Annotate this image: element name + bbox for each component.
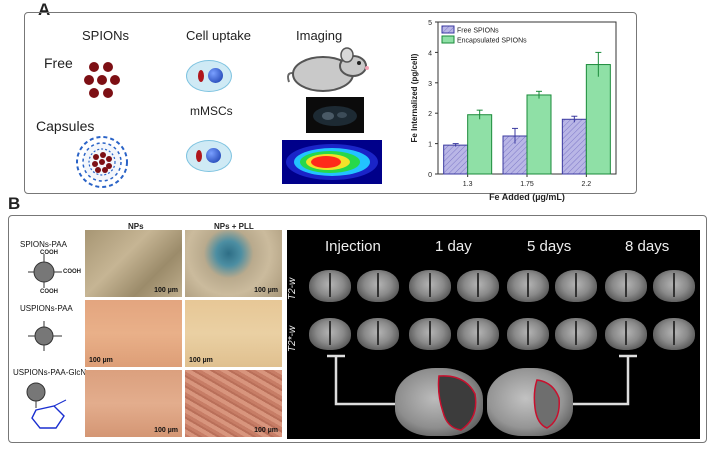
- glucosamine-structure-icon: [14, 380, 86, 438]
- mri-brain-zoom-injection: [395, 368, 483, 436]
- capsule-icon: [75, 135, 129, 189]
- legend-label-0: Free SPIONs: [457, 28, 499, 35]
- row-free-label: Free: [44, 55, 73, 71]
- mri-panel: Injection 1 day 5 days 8 days T2-w T2*-w: [287, 230, 700, 439]
- chem-structure-icon: [22, 252, 82, 298]
- mri-col-injection: Injection: [325, 238, 381, 255]
- mri-brain-t2star-5days-b: [555, 318, 597, 350]
- mri-brain-t2-injection-b: [357, 270, 399, 302]
- mri-brain-t2star-1day-a: [409, 318, 451, 350]
- scale-bar-label: 100 µm: [154, 427, 178, 434]
- mri-col-5-days: 5 days: [527, 238, 572, 255]
- micrograph-uspions-nps: 100 µm: [85, 300, 182, 367]
- cooh-label-top: COOH: [40, 250, 58, 256]
- scale-bar-label: 100 µm: [154, 287, 178, 294]
- material-label-uspions-paa-glcn: USPIONs-PAA-GlcN: [13, 368, 87, 377]
- micrograph-spions-nps: 100 µm: [85, 230, 182, 297]
- bar-free-1.3: [443, 144, 469, 175]
- cell-label: mMSCs: [190, 104, 233, 118]
- mri-brain-t2star-8days-b: [653, 318, 695, 350]
- mouse-icon: [283, 40, 375, 96]
- cell-capsule-icon: [186, 140, 232, 174]
- mri-brain-zoom-8days: [487, 368, 573, 436]
- micrograph-uspions-nps-pll: 100 µm: [185, 300, 282, 367]
- col-imaging-label: Imaging: [296, 28, 343, 43]
- mri-brain-t2-8days-a: [605, 270, 647, 302]
- mri-brain-t2-8days-b: [653, 270, 695, 302]
- scale-bar-label: 100 µm: [89, 357, 113, 364]
- mri-brain-t2-5days-b: [555, 270, 597, 302]
- mri-scan-image: [306, 97, 364, 133]
- x-tick-label: 2.2: [581, 181, 591, 188]
- col-nps-pll-label: NPs + PLL: [214, 222, 254, 231]
- panel-b-letter: B: [8, 194, 21, 213]
- row-capsules-label: Capsules: [36, 118, 95, 134]
- y-tick-label: 4: [428, 50, 432, 57]
- legend-swatch-0: [441, 25, 455, 34]
- mri-brain-t2star-8days-a: [605, 318, 647, 350]
- mri-brain-t2star-injection-a: [309, 318, 351, 350]
- free-spions-icon: [84, 62, 124, 100]
- bar-encapsulated-1.3: [467, 114, 493, 175]
- col-spions-label: SPIONs: [82, 28, 129, 43]
- zoom-connector-lines: [327, 354, 637, 406]
- scale-bar-label: 100 µm: [254, 427, 278, 434]
- legend-label-1: Encapsulated SPIONs: [457, 38, 527, 45]
- material-label-uspions-paa: USPIONs-PAA: [20, 304, 73, 313]
- scale-bar-label: 100 µm: [189, 357, 213, 364]
- legend-swatch-1: [441, 35, 455, 44]
- micrograph-glcn-nps: 100 µm: [85, 370, 182, 437]
- y-axis-label: Fe Internalized (pg/cell): [410, 53, 419, 142]
- scale-bar-label: 100 µm: [254, 287, 278, 294]
- col-uptake-label: Cell uptake: [186, 28, 252, 43]
- col-nps-label: NPs: [128, 222, 144, 231]
- bar-encapsulated-2.2: [585, 64, 611, 175]
- fluorescence-image: [282, 140, 382, 184]
- y-tick-label: 2: [428, 111, 432, 118]
- micrograph-spions-nps-pll: 100 µm: [185, 230, 282, 297]
- chem-structure-icon: [22, 318, 82, 358]
- y-tick-label: 5: [428, 20, 432, 27]
- mri-brain-t2-1day-b: [457, 270, 499, 302]
- y-tick-label: 3: [428, 81, 432, 88]
- micrograph-glcn-nps-pll: 100 µm: [185, 370, 282, 437]
- cell-free-icon: [186, 60, 232, 94]
- x-axis-label: Fe Added (µg/mL): [489, 192, 565, 202]
- cooh-label-right: COOH: [63, 269, 81, 275]
- mri-brain-t2-5days-a: [507, 270, 549, 302]
- cooh-label-bottom: COOH: [40, 289, 58, 295]
- y-tick-label: 1: [428, 142, 432, 149]
- fe-internalized-chart: 0 1 2 3 4 5 1.3 1.75 2.2 Fe Added (µg/mL) Fe Inter…: [410, 20, 617, 202]
- panel-a-frame: [24, 12, 637, 194]
- panel-b-frame: [8, 215, 707, 443]
- bar-free-2.2: [561, 118, 587, 175]
- panel-a-letter: A: [38, 0, 51, 19]
- mri-brain-t2-injection-a: [309, 270, 351, 302]
- mri-brain-t2star-1day-b: [457, 318, 499, 350]
- x-tick-label: 1.3: [463, 181, 473, 188]
- material-label-spions-paa: SPIONs-PAA: [20, 240, 67, 249]
- mri-brain-t2star-5days-a: [507, 318, 549, 350]
- mri-col-8-days: 8 days: [625, 238, 670, 255]
- bar-encapsulated-1.75: [526, 94, 552, 175]
- y-tick-label: 0: [428, 172, 432, 179]
- x-tick-label: 1.75: [520, 181, 534, 188]
- mri-col-1-day: 1 day: [435, 238, 472, 255]
- mri-brain-t2-1day-a: [409, 270, 451, 302]
- mri-brain-t2star-injection-b: [357, 318, 399, 350]
